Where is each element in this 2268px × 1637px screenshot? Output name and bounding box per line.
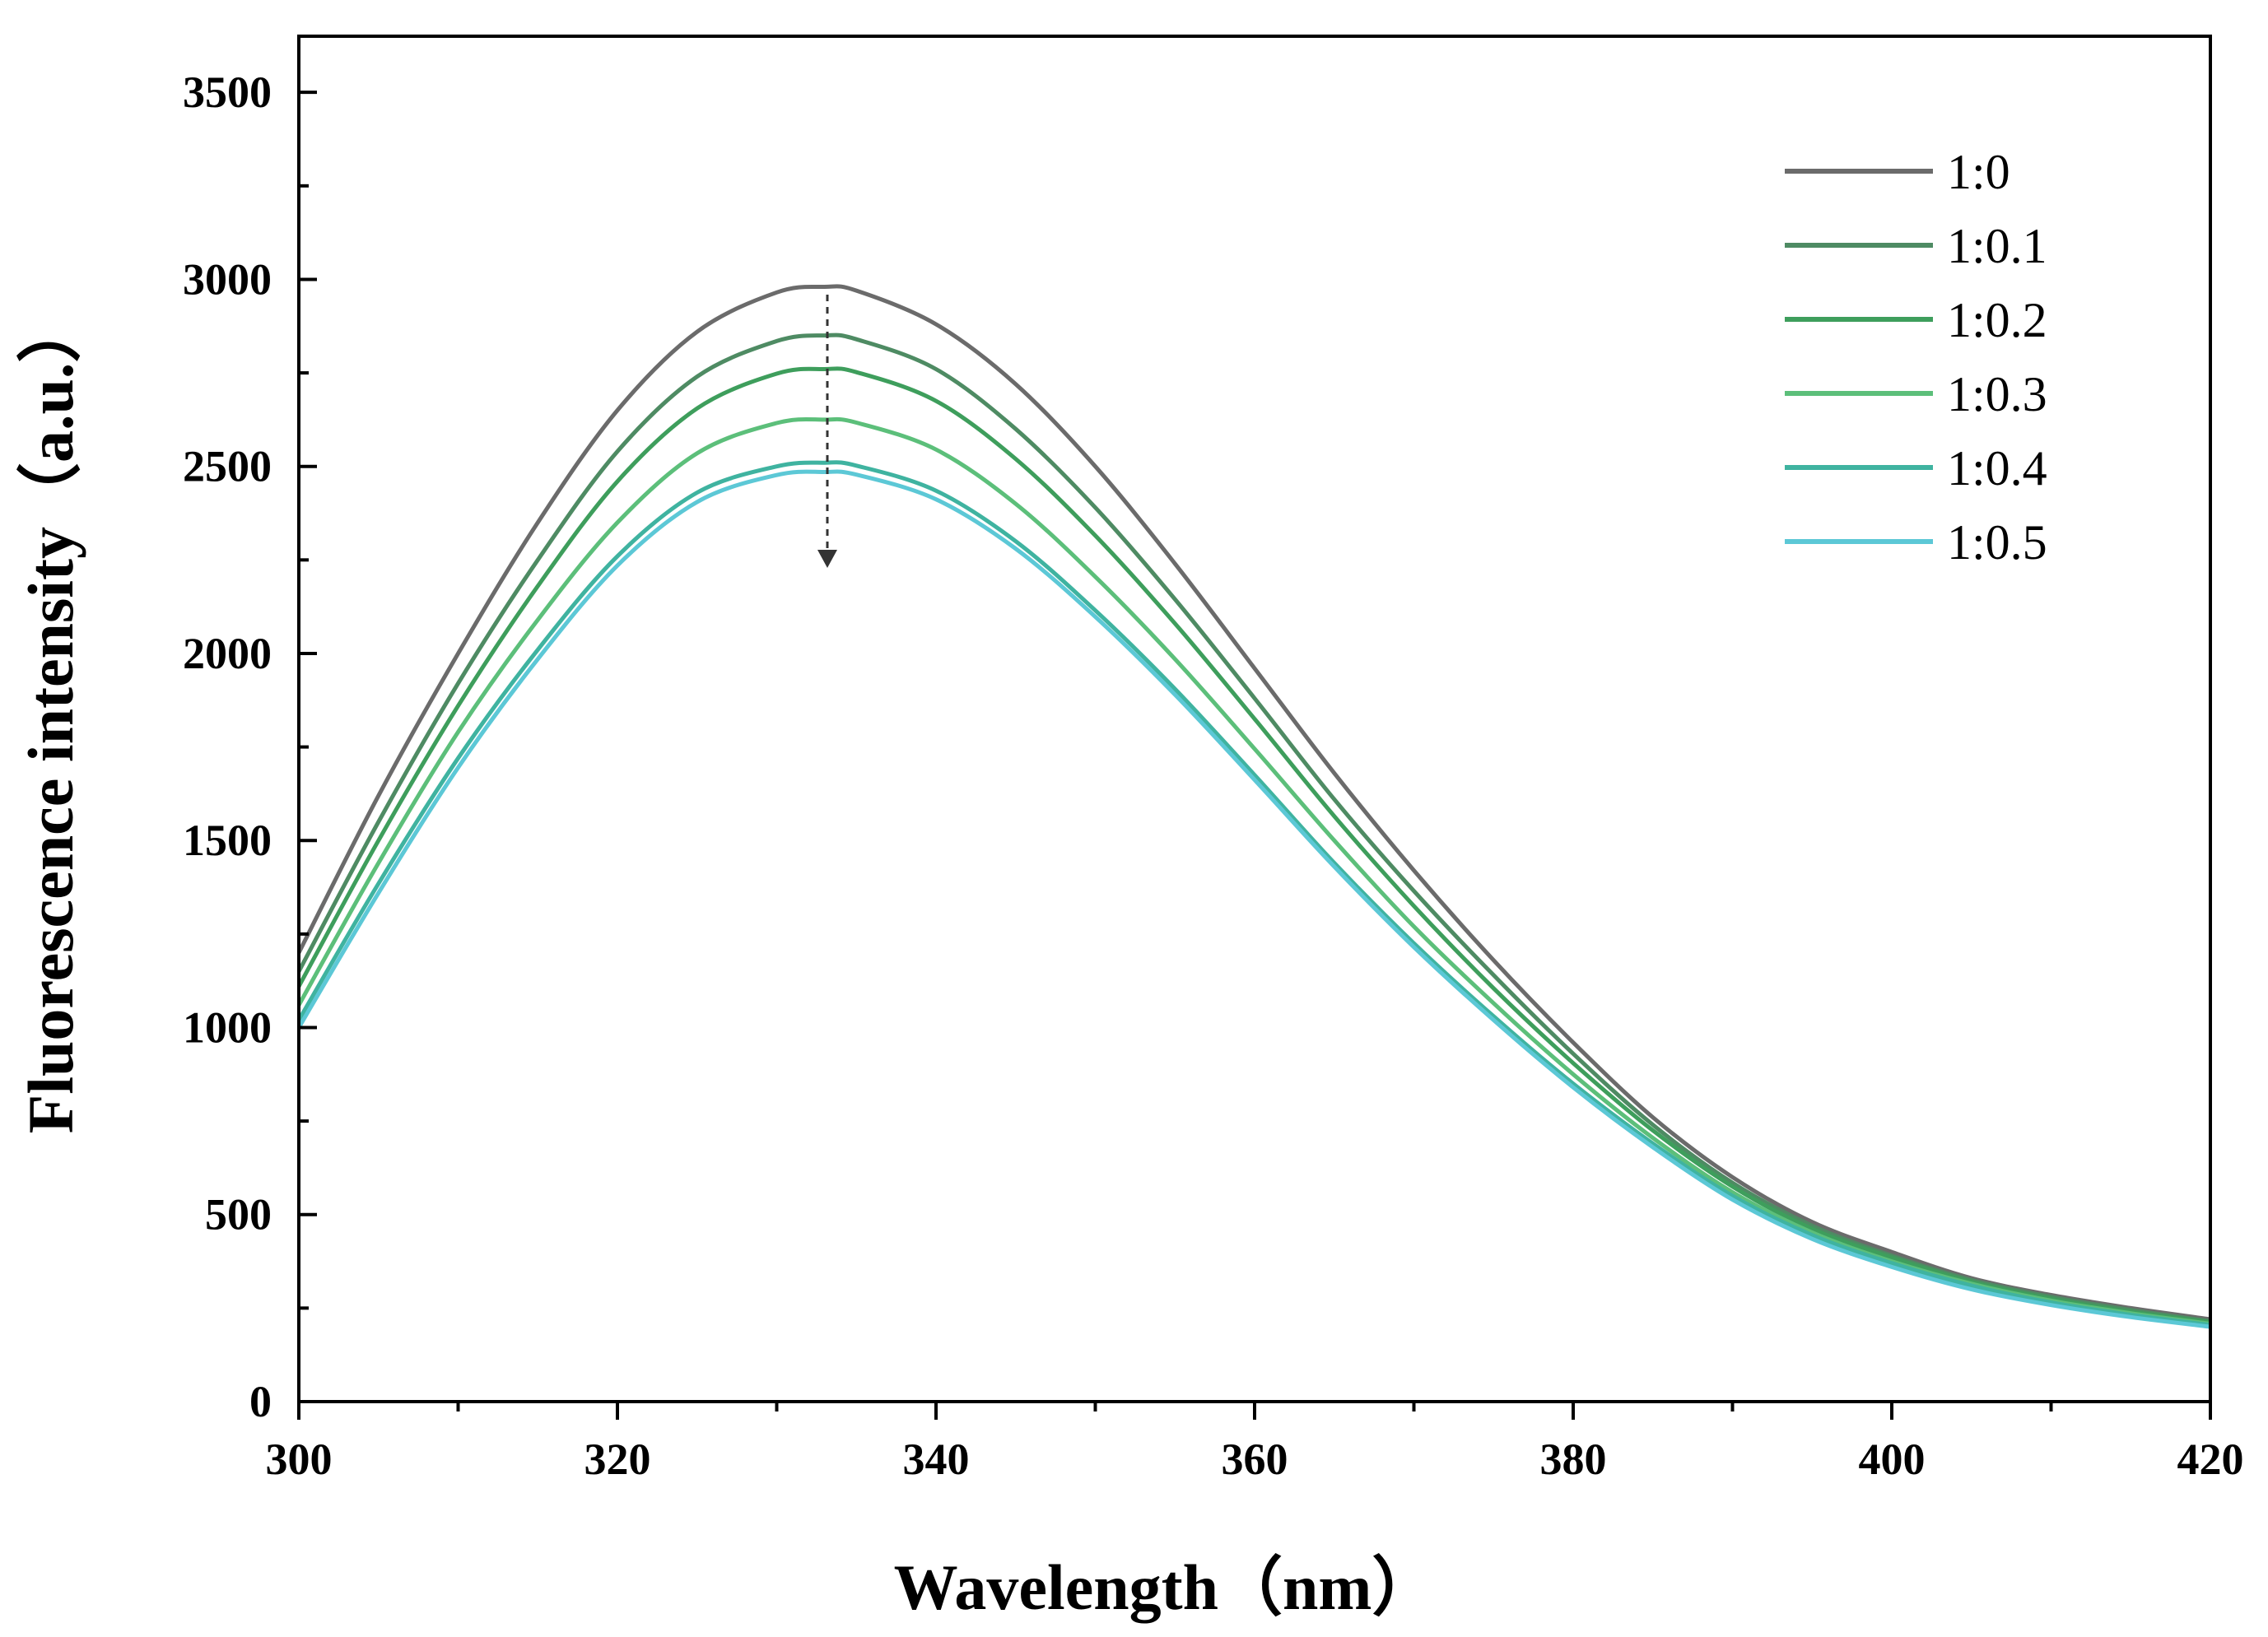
- x-tick-label: 380: [1540, 1435, 1607, 1484]
- legend: 1:0 1:0.1 1:0.2 1:0.3 1:0.4 1:0.5: [1785, 145, 2047, 570]
- trend-arrow-head: [817, 550, 837, 568]
- x-tick-label: 340: [903, 1435, 970, 1484]
- x-tick-label: 360: [1222, 1435, 1288, 1484]
- y-tick-label: 3500: [183, 67, 272, 117]
- x-tick-label: 400: [1859, 1435, 1926, 1484]
- y-tick-label: 2500: [183, 442, 272, 491]
- x-tick-label: 320: [584, 1435, 651, 1484]
- y-axis-title: Fluorescence intensity（a.u.）: [15, 299, 86, 1134]
- legend-label-6: 1:0.5: [1947, 515, 2047, 570]
- y-tick-label: 3000: [183, 254, 272, 304]
- series-line-1: [296, 284, 2211, 1322]
- series-line-3: [296, 366, 2211, 1325]
- plot-curves: [296, 284, 2211, 1329]
- legend-label-2: 1:0.1: [1947, 219, 2047, 273]
- y-tick-label: 0: [249, 1377, 272, 1426]
- trend-arrow: [817, 295, 837, 568]
- series-line-6: [296, 469, 2211, 1329]
- series-line-5: [296, 460, 2211, 1328]
- y-tick-label: 1000: [183, 1002, 272, 1052]
- y-axis: 0 500 1000 1500 2000 2500 3000 3500: [183, 67, 317, 1426]
- legend-label-4: 1:0.3: [1947, 367, 2047, 421]
- x-tick-label: 300: [266, 1435, 333, 1484]
- legend-label-1: 1:0: [1947, 145, 2010, 199]
- y-tick-label: 2000: [183, 629, 272, 678]
- legend-label-3: 1:0.2: [1947, 293, 2047, 347]
- series-line-2: [296, 333, 2211, 1323]
- y-tick-label: 500: [205, 1190, 272, 1239]
- y-tick-label: 1500: [183, 816, 272, 865]
- x-tick-label: 420: [2177, 1435, 2244, 1484]
- x-axis: 300 320 340 360 380 400 420: [266, 1402, 2244, 1484]
- legend-label-5: 1:0.4: [1947, 441, 2047, 495]
- x-axis-title: Wavelength（nm）: [894, 1551, 1437, 1623]
